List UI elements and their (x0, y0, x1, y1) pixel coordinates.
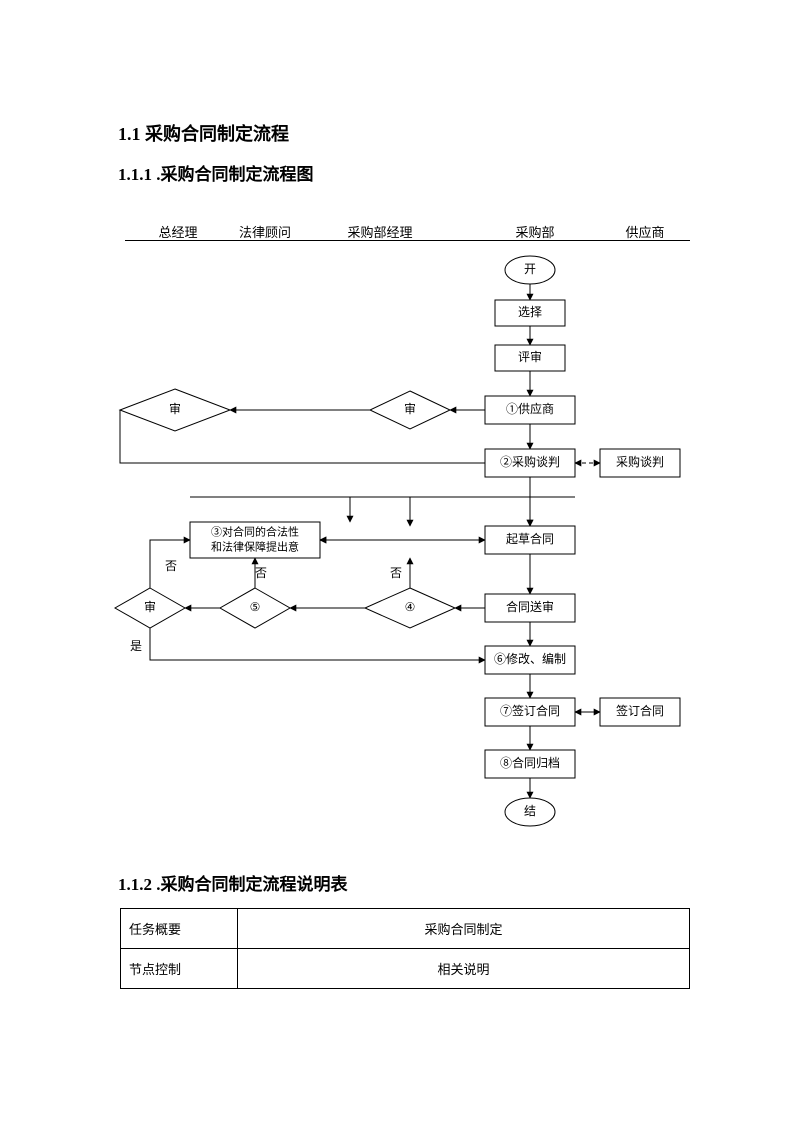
svg-text:②采购谈判: ②采购谈判 (500, 454, 560, 469)
svg-text:⑦签订合同: ⑦签订合同 (500, 703, 560, 718)
svg-text:⑧合同归档: ⑧合同归档 (500, 755, 560, 770)
svg-text:⑤: ⑤ (250, 600, 261, 614)
svg-text:③对合同的合法性: ③对合同的合法性 (211, 525, 299, 539)
page: 1.1 采购合同制定流程 1.1.1 .采购合同制定流程图 总经理 法律顾问 采… (0, 0, 793, 1122)
svg-text:开: 开 (524, 262, 536, 276)
description-table: 任务概要 采购合同制定 节点控制 相关说明 (120, 908, 690, 989)
svg-text:采购谈判: 采购谈判 (616, 454, 664, 469)
svg-text:是: 是 (130, 639, 142, 653)
svg-text:否: 否 (390, 566, 402, 580)
svg-text:起草合同: 起草合同 (506, 531, 554, 546)
svg-text:结: 结 (524, 804, 536, 818)
svg-text:审: 审 (144, 599, 156, 614)
heading-1-1-2: 1.1.2 .采购合同制定流程说明表 (118, 870, 348, 895)
svg-text:签订合同: 签订合同 (616, 703, 664, 718)
svg-text:选择: 选择 (518, 305, 542, 319)
svg-text:合同送审: 合同送审 (506, 599, 554, 614)
flowchart-svg: 开选择评审①供应商审审②采购谈判采购谈判③对合同的合法性和法律保障提出意起草合同… (0, 0, 793, 860)
table-cell-value: 相关说明 (238, 949, 690, 989)
svg-text:①供应商: ①供应商 (506, 401, 554, 416)
svg-text:审: 审 (169, 401, 181, 416)
svg-text:评审: 评审 (518, 349, 542, 364)
svg-text:否: 否 (255, 566, 267, 580)
svg-text:审: 审 (404, 401, 416, 416)
svg-text:⑥修改、编制: ⑥修改、编制 (494, 651, 566, 666)
table-cell-label: 任务概要 (121, 909, 238, 949)
table-cell-label: 节点控制 (121, 949, 238, 989)
svg-text:否: 否 (165, 559, 177, 573)
table-row: 节点控制 相关说明 (121, 949, 690, 989)
svg-text:和法律保障提出意: 和法律保障提出意 (211, 540, 299, 554)
svg-text:④: ④ (405, 600, 416, 614)
table-row: 任务概要 采购合同制定 (121, 909, 690, 949)
table-cell-value: 采购合同制定 (238, 909, 690, 949)
